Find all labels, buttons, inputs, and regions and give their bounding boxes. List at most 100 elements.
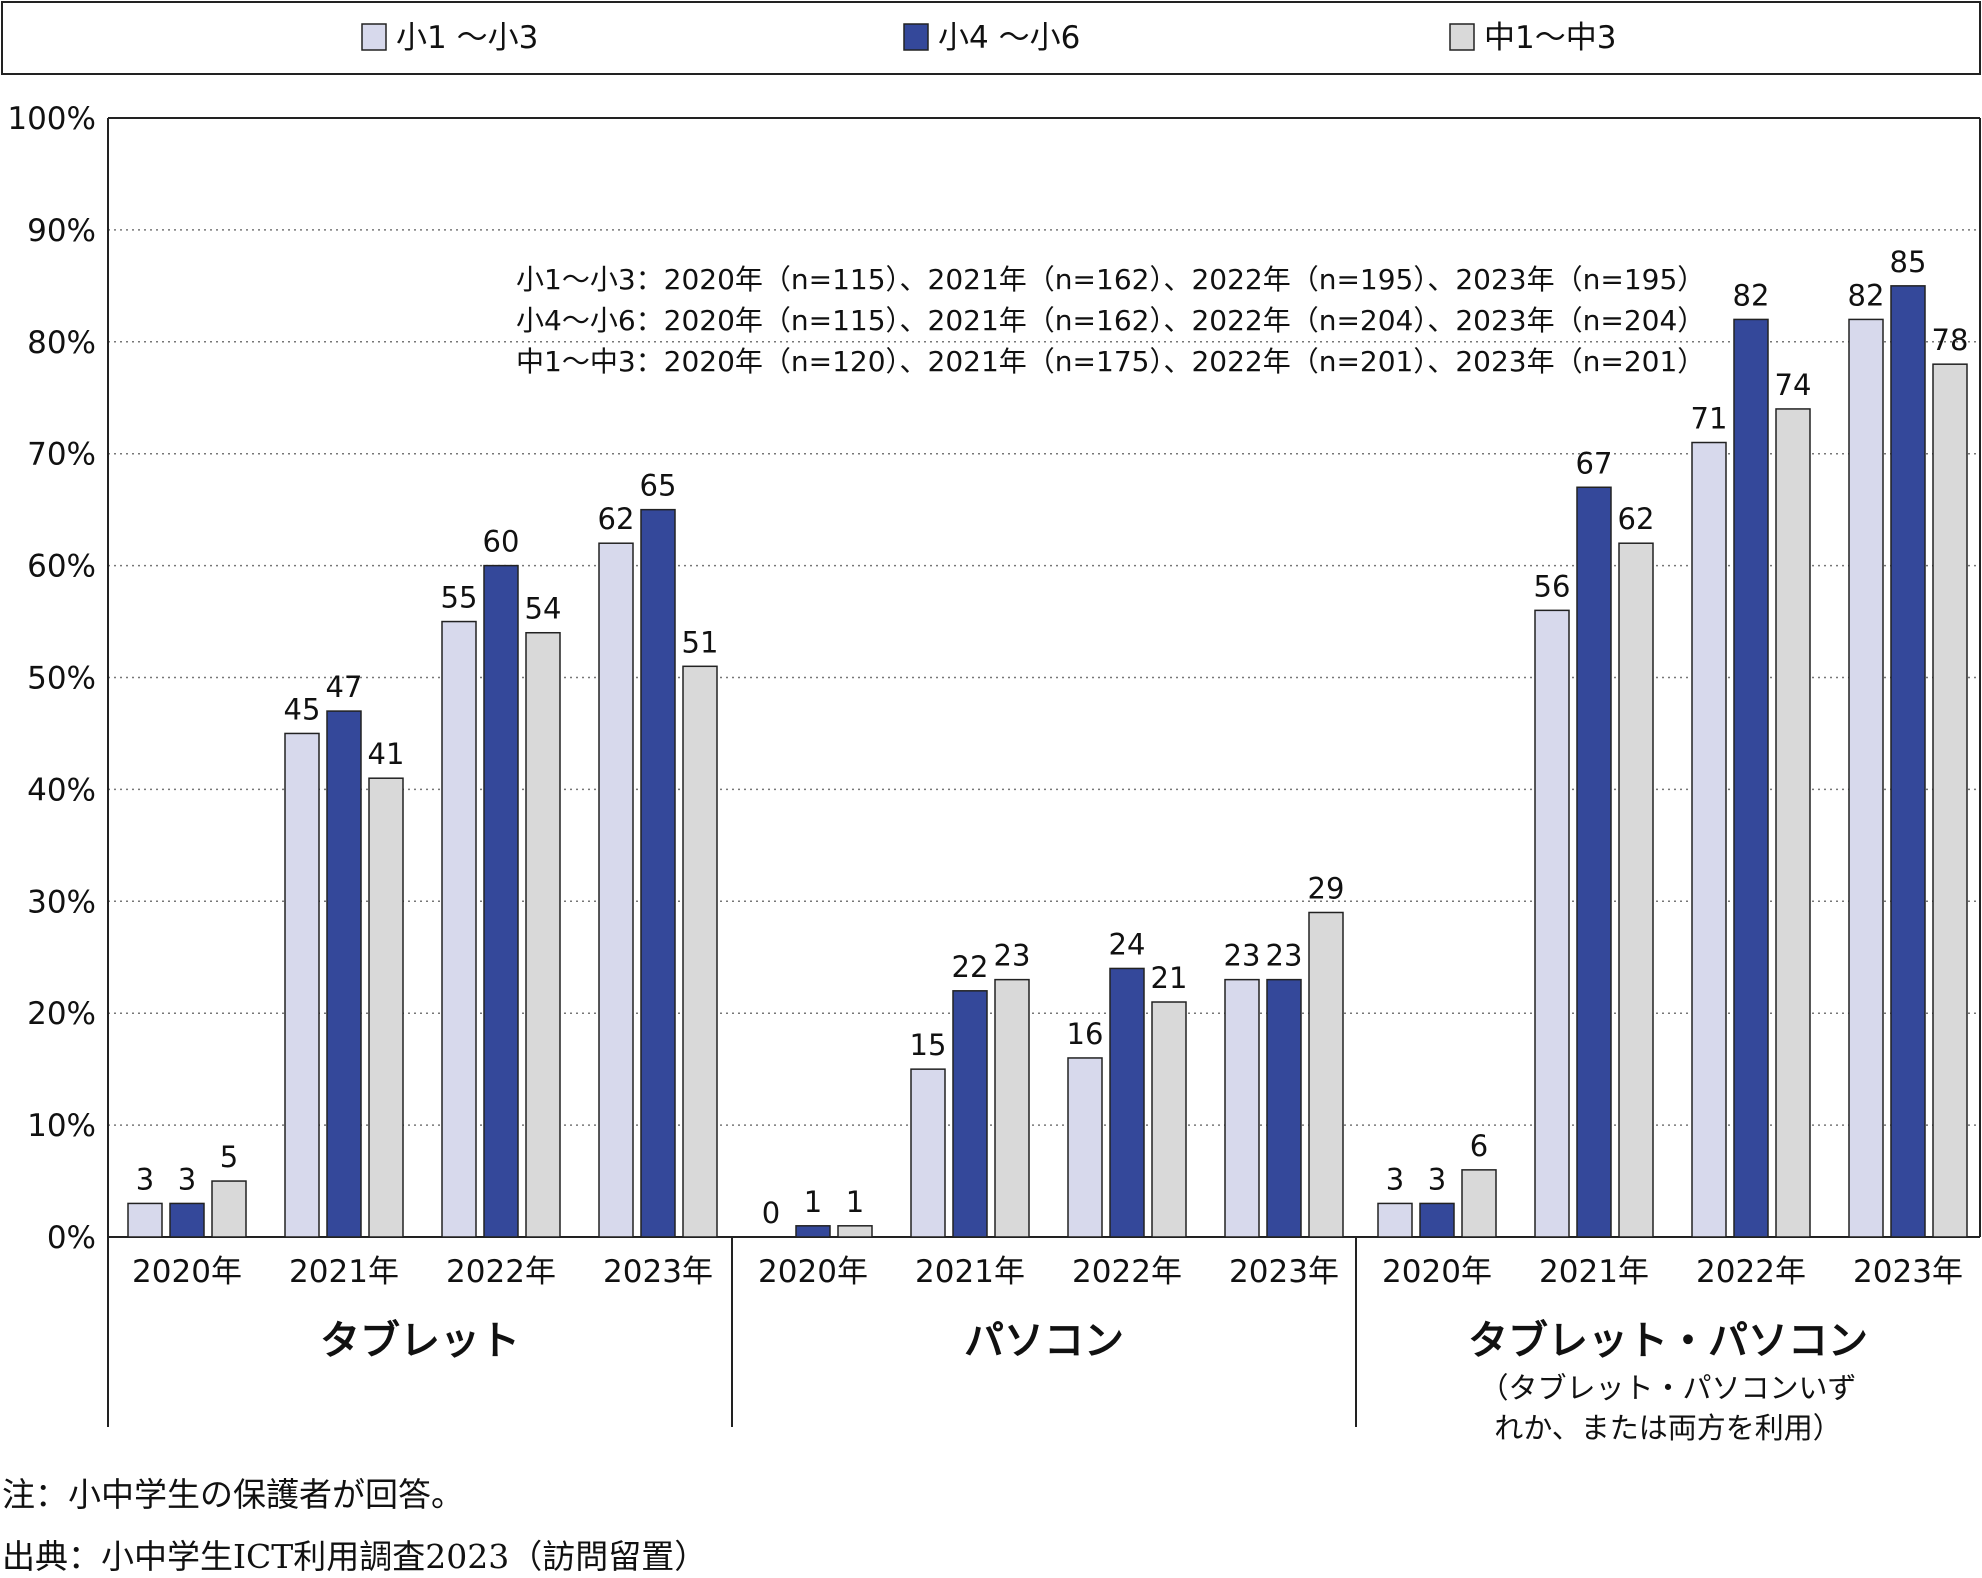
bar <box>127 1202 163 1238</box>
bar-value-label: 82 <box>1848 278 1885 312</box>
bar <box>1224 978 1260 1238</box>
group-sublabel: れか、または両方を利用） <box>1494 1411 1841 1445</box>
bar <box>952 990 988 1238</box>
bar <box>1151 1001 1187 1238</box>
x-tick-label: 2020年 <box>1382 1254 1492 1290</box>
bar-value-label: 6 <box>1470 1129 1488 1163</box>
y-tick-label: 40% <box>27 772 96 808</box>
bar <box>1775 408 1811 1238</box>
legend-swatch <box>361 23 387 51</box>
bar-value-label: 23 <box>994 939 1031 973</box>
bar <box>1733 318 1769 1238</box>
bar <box>483 564 519 1238</box>
bar <box>1419 1202 1455 1238</box>
bar-value-label: 47 <box>326 670 363 704</box>
bar-value-label: 3 <box>1428 1162 1446 1196</box>
bar-value-label: 67 <box>1576 446 1613 480</box>
bar <box>795 1225 831 1238</box>
bar-value-label: 54 <box>525 592 562 626</box>
bar <box>837 1225 873 1238</box>
bar <box>1618 542 1654 1238</box>
bar <box>525 631 561 1238</box>
y-tick-label: 70% <box>27 437 96 473</box>
bar <box>598 542 634 1238</box>
x-tick-label: 2023年 <box>603 1254 713 1290</box>
x-tick-label: 2020年 <box>132 1254 242 1290</box>
bar <box>326 710 362 1238</box>
bar-value-label: 1 <box>846 1185 864 1219</box>
bar <box>682 665 718 1238</box>
group-label: タブレット <box>320 1318 520 1364</box>
bar-value-label: 5 <box>220 1140 238 1174</box>
legend-label: 小1 ～小3 <box>396 20 538 56</box>
bar-value-label: 56 <box>1534 569 1571 603</box>
legend-label: 小4 ～小6 <box>938 20 1080 56</box>
bar-value-label: 41 <box>368 737 405 771</box>
y-tick-label: 30% <box>27 884 96 920</box>
x-tick-label: 2023年 <box>1229 1254 1339 1290</box>
bar <box>1266 978 1302 1238</box>
bar <box>640 508 676 1238</box>
bar-value-label: 21 <box>1151 961 1188 995</box>
sample-size-note: 中1～中3：2020年（n=120）、2021年（n=175）、2022年（n=… <box>516 345 1705 378</box>
bar-value-label: 82 <box>1733 278 1770 312</box>
bar-value-label: 24 <box>1109 927 1146 961</box>
bar-value-label: 60 <box>483 525 520 559</box>
legend-swatch <box>903 23 929 51</box>
bar-value-label: 0 <box>762 1196 780 1230</box>
y-tick-label: 0% <box>47 1220 96 1256</box>
bar <box>169 1202 205 1238</box>
sample-size-note: 小4～小6：2020年（n=115）、2021年（n=162）、2022年（n=… <box>516 304 1705 337</box>
bar-value-label: 71 <box>1691 402 1728 436</box>
y-tick-label: 90% <box>27 213 96 249</box>
y-tick-label: 100% <box>7 101 96 137</box>
bar <box>1848 318 1884 1238</box>
bar-value-label: 1 <box>804 1185 822 1219</box>
bar <box>1691 441 1727 1238</box>
bar-value-label: 29 <box>1308 871 1345 905</box>
legend-box <box>1 1 1981 75</box>
x-tick-label: 2021年 <box>289 1254 399 1290</box>
y-tick-label: 60% <box>27 549 96 585</box>
bar <box>441 620 477 1238</box>
bar <box>284 732 320 1238</box>
bar-value-label: 62 <box>1618 502 1655 536</box>
bar-value-label: 85 <box>1890 245 1927 279</box>
x-tick-label: 2021年 <box>1539 1254 1649 1290</box>
legend-swatch <box>1449 23 1475 51</box>
bar <box>1067 1057 1103 1238</box>
x-tick-label: 2022年 <box>1696 1254 1806 1290</box>
x-tick-label: 2023年 <box>1853 1254 1963 1290</box>
bar <box>1308 911 1344 1238</box>
bar <box>1534 609 1570 1238</box>
bar-value-label: 62 <box>598 502 635 536</box>
bar-value-label: 55 <box>441 581 478 615</box>
bar <box>994 978 1030 1238</box>
group-label: パソコン <box>964 1318 1124 1364</box>
bar-value-label: 23 <box>1266 939 1303 973</box>
bar-value-label: 65 <box>640 469 677 503</box>
bar <box>1109 967 1145 1238</box>
bar-value-label: 3 <box>178 1162 196 1196</box>
bar <box>1932 363 1968 1238</box>
bar-value-label: 23 <box>1224 939 1261 973</box>
group-label: タブレット・パソコン <box>1468 1318 1868 1364</box>
sample-size-note: 小1～小3：2020年（n=115）、2021年（n=162）、2022年（n=… <box>516 263 1705 296</box>
bar <box>1461 1169 1497 1238</box>
group-sublabel: （タブレット・パソコンいず <box>1479 1371 1856 1405</box>
x-tick-label: 2021年 <box>915 1254 1025 1290</box>
source-note: 出典：小中学生ICT利用調査2023（訪問留置） <box>2 1537 708 1576</box>
footnote: 注：小中学生の保護者が回答。 <box>2 1475 464 1514</box>
y-tick-label: 10% <box>27 1108 96 1144</box>
bar <box>1576 486 1612 1238</box>
x-tick-label: 2022年 <box>446 1254 556 1290</box>
bar-value-label: 15 <box>910 1028 947 1062</box>
bar-value-label: 78 <box>1932 323 1969 357</box>
bar <box>910 1068 946 1238</box>
bar-value-label: 74 <box>1775 368 1812 402</box>
bar <box>1890 285 1926 1238</box>
bar-value-label: 51 <box>682 625 719 659</box>
legend-label: 中1～中3 <box>1484 20 1616 56</box>
bar <box>1377 1202 1413 1238</box>
